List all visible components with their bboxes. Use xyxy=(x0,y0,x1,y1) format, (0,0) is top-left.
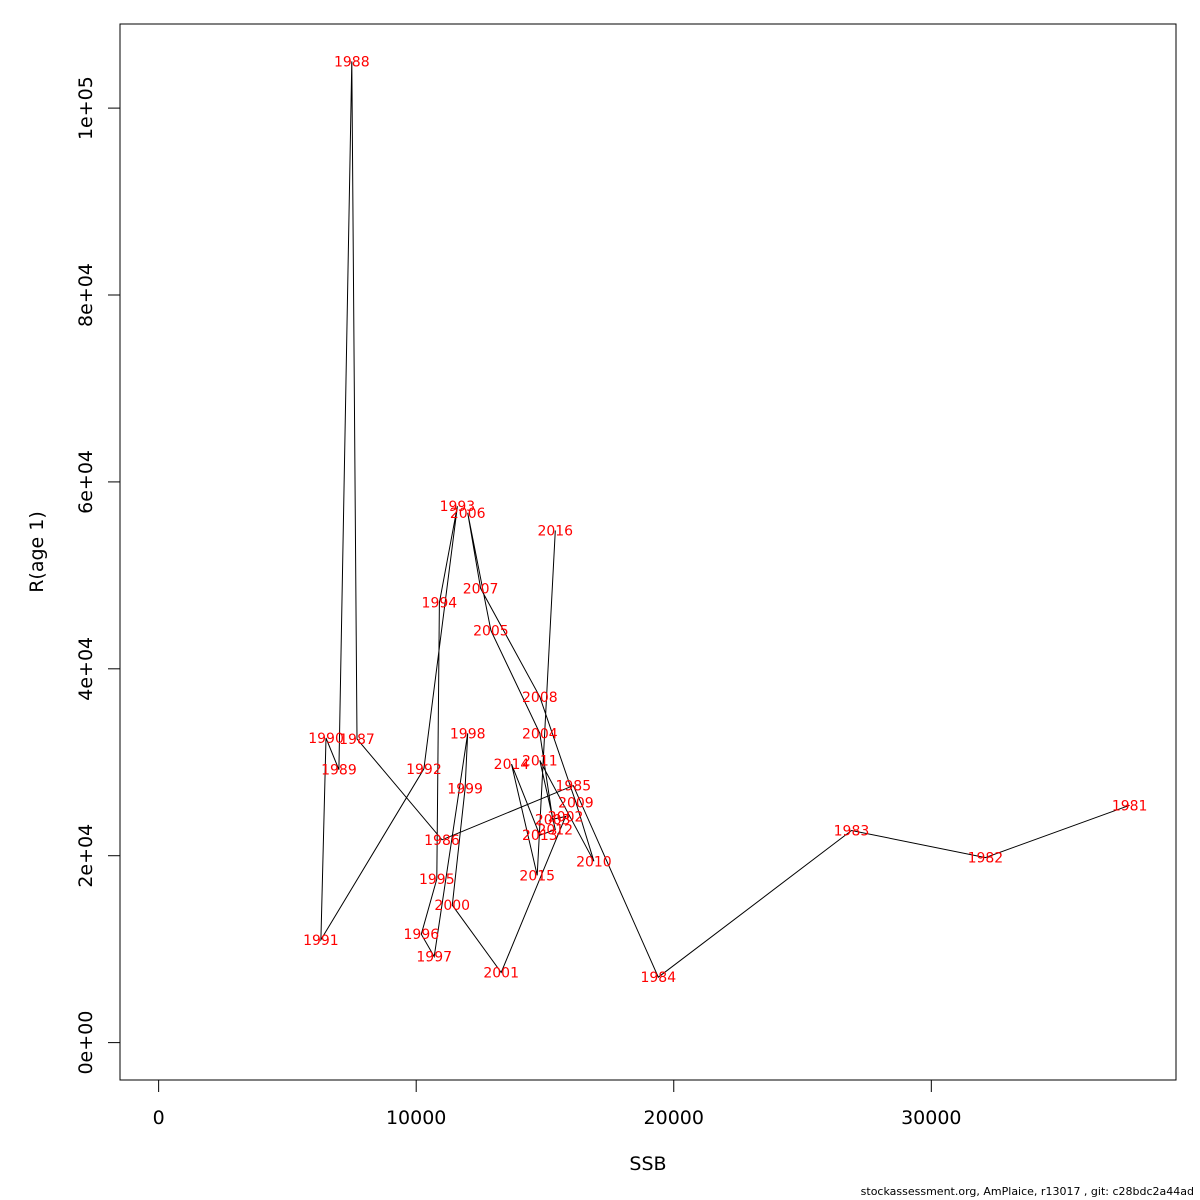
x-tick-label: 0 xyxy=(153,1107,165,1129)
year-label-2005: 2005 xyxy=(473,623,509,639)
year-label-1985: 1985 xyxy=(555,779,591,795)
year-label-2003: 2003 xyxy=(535,812,571,828)
footer-credit: stockassessment.org, AmPlaice, r13017 , … xyxy=(860,1185,1194,1198)
year-label-1981: 1981 xyxy=(1112,798,1148,814)
year-label-1989: 1989 xyxy=(321,763,357,779)
year-label-1987: 1987 xyxy=(339,732,375,748)
x-axis-title: SSB xyxy=(629,1153,666,1175)
year-label-1994: 1994 xyxy=(422,595,458,611)
series-line xyxy=(320,61,1130,978)
year-label-2013: 2013 xyxy=(522,828,558,844)
year-label-1983: 1983 xyxy=(834,823,870,839)
year-label-2012: 2012 xyxy=(537,823,573,839)
y-tick-label: 1e+05 xyxy=(75,76,97,140)
year-label-2015: 2015 xyxy=(519,868,555,884)
x-tick-label: 30000 xyxy=(901,1107,961,1129)
year-label-2010: 2010 xyxy=(576,854,612,870)
year-label-1995: 1995 xyxy=(419,872,455,888)
year-label-1986: 1986 xyxy=(424,833,460,849)
y-axis-title: R(age 1) xyxy=(26,511,48,593)
year-label-2004: 2004 xyxy=(522,726,558,742)
year-label-1984: 1984 xyxy=(640,970,676,986)
year-label-1992: 1992 xyxy=(406,762,442,778)
year-label-1982: 1982 xyxy=(968,851,1004,867)
year-label-1997: 1997 xyxy=(416,950,452,966)
plot-frame xyxy=(119,23,1177,1081)
year-labels: 1981 1982 1983 1984 1985 1986 1987 1988 1989 1990… xyxy=(303,54,1147,986)
year-label-2014: 2014 xyxy=(494,757,530,773)
y-tick-label: 6e+04 xyxy=(75,450,97,514)
year-label-1991: 1991 xyxy=(303,933,339,949)
year-label-2000: 2000 xyxy=(434,898,470,914)
year-label-1996: 1996 xyxy=(404,927,440,943)
year-label-1998: 1998 xyxy=(450,726,486,742)
year-label-1999: 1999 xyxy=(447,781,483,797)
x-axis: 0 10000 20000 30000 xyxy=(153,1079,962,1129)
year-label-2009: 2009 xyxy=(558,795,594,811)
x-tick-label: 10000 xyxy=(386,1107,446,1129)
year-label-1988: 1988 xyxy=(334,54,370,70)
year-label-2016: 2016 xyxy=(537,524,573,540)
year-label-2007: 2007 xyxy=(463,581,499,597)
year-label-1993: 1993 xyxy=(440,499,476,515)
year-label-2011: 2011 xyxy=(522,753,558,769)
y-tick-label: 8e+04 xyxy=(75,263,97,327)
year-label-2001: 2001 xyxy=(483,966,519,982)
year-label-2008: 2008 xyxy=(522,690,558,706)
year-label-1990: 1990 xyxy=(308,731,344,747)
y-tick-label: 0e+00 xyxy=(75,1011,97,1075)
year-label-2002: 2002 xyxy=(548,809,584,825)
x-tick-label: 20000 xyxy=(644,1107,704,1129)
y-tick-label: 2e+04 xyxy=(75,824,97,888)
year-label-2006: 2006 xyxy=(450,506,486,522)
y-axis: 0e+00 2e+04 4e+04 6e+04 8e+04 1e+05 xyxy=(75,76,121,1075)
recruitment-series xyxy=(320,61,1130,978)
y-tick-label: 4e+04 xyxy=(75,637,97,701)
